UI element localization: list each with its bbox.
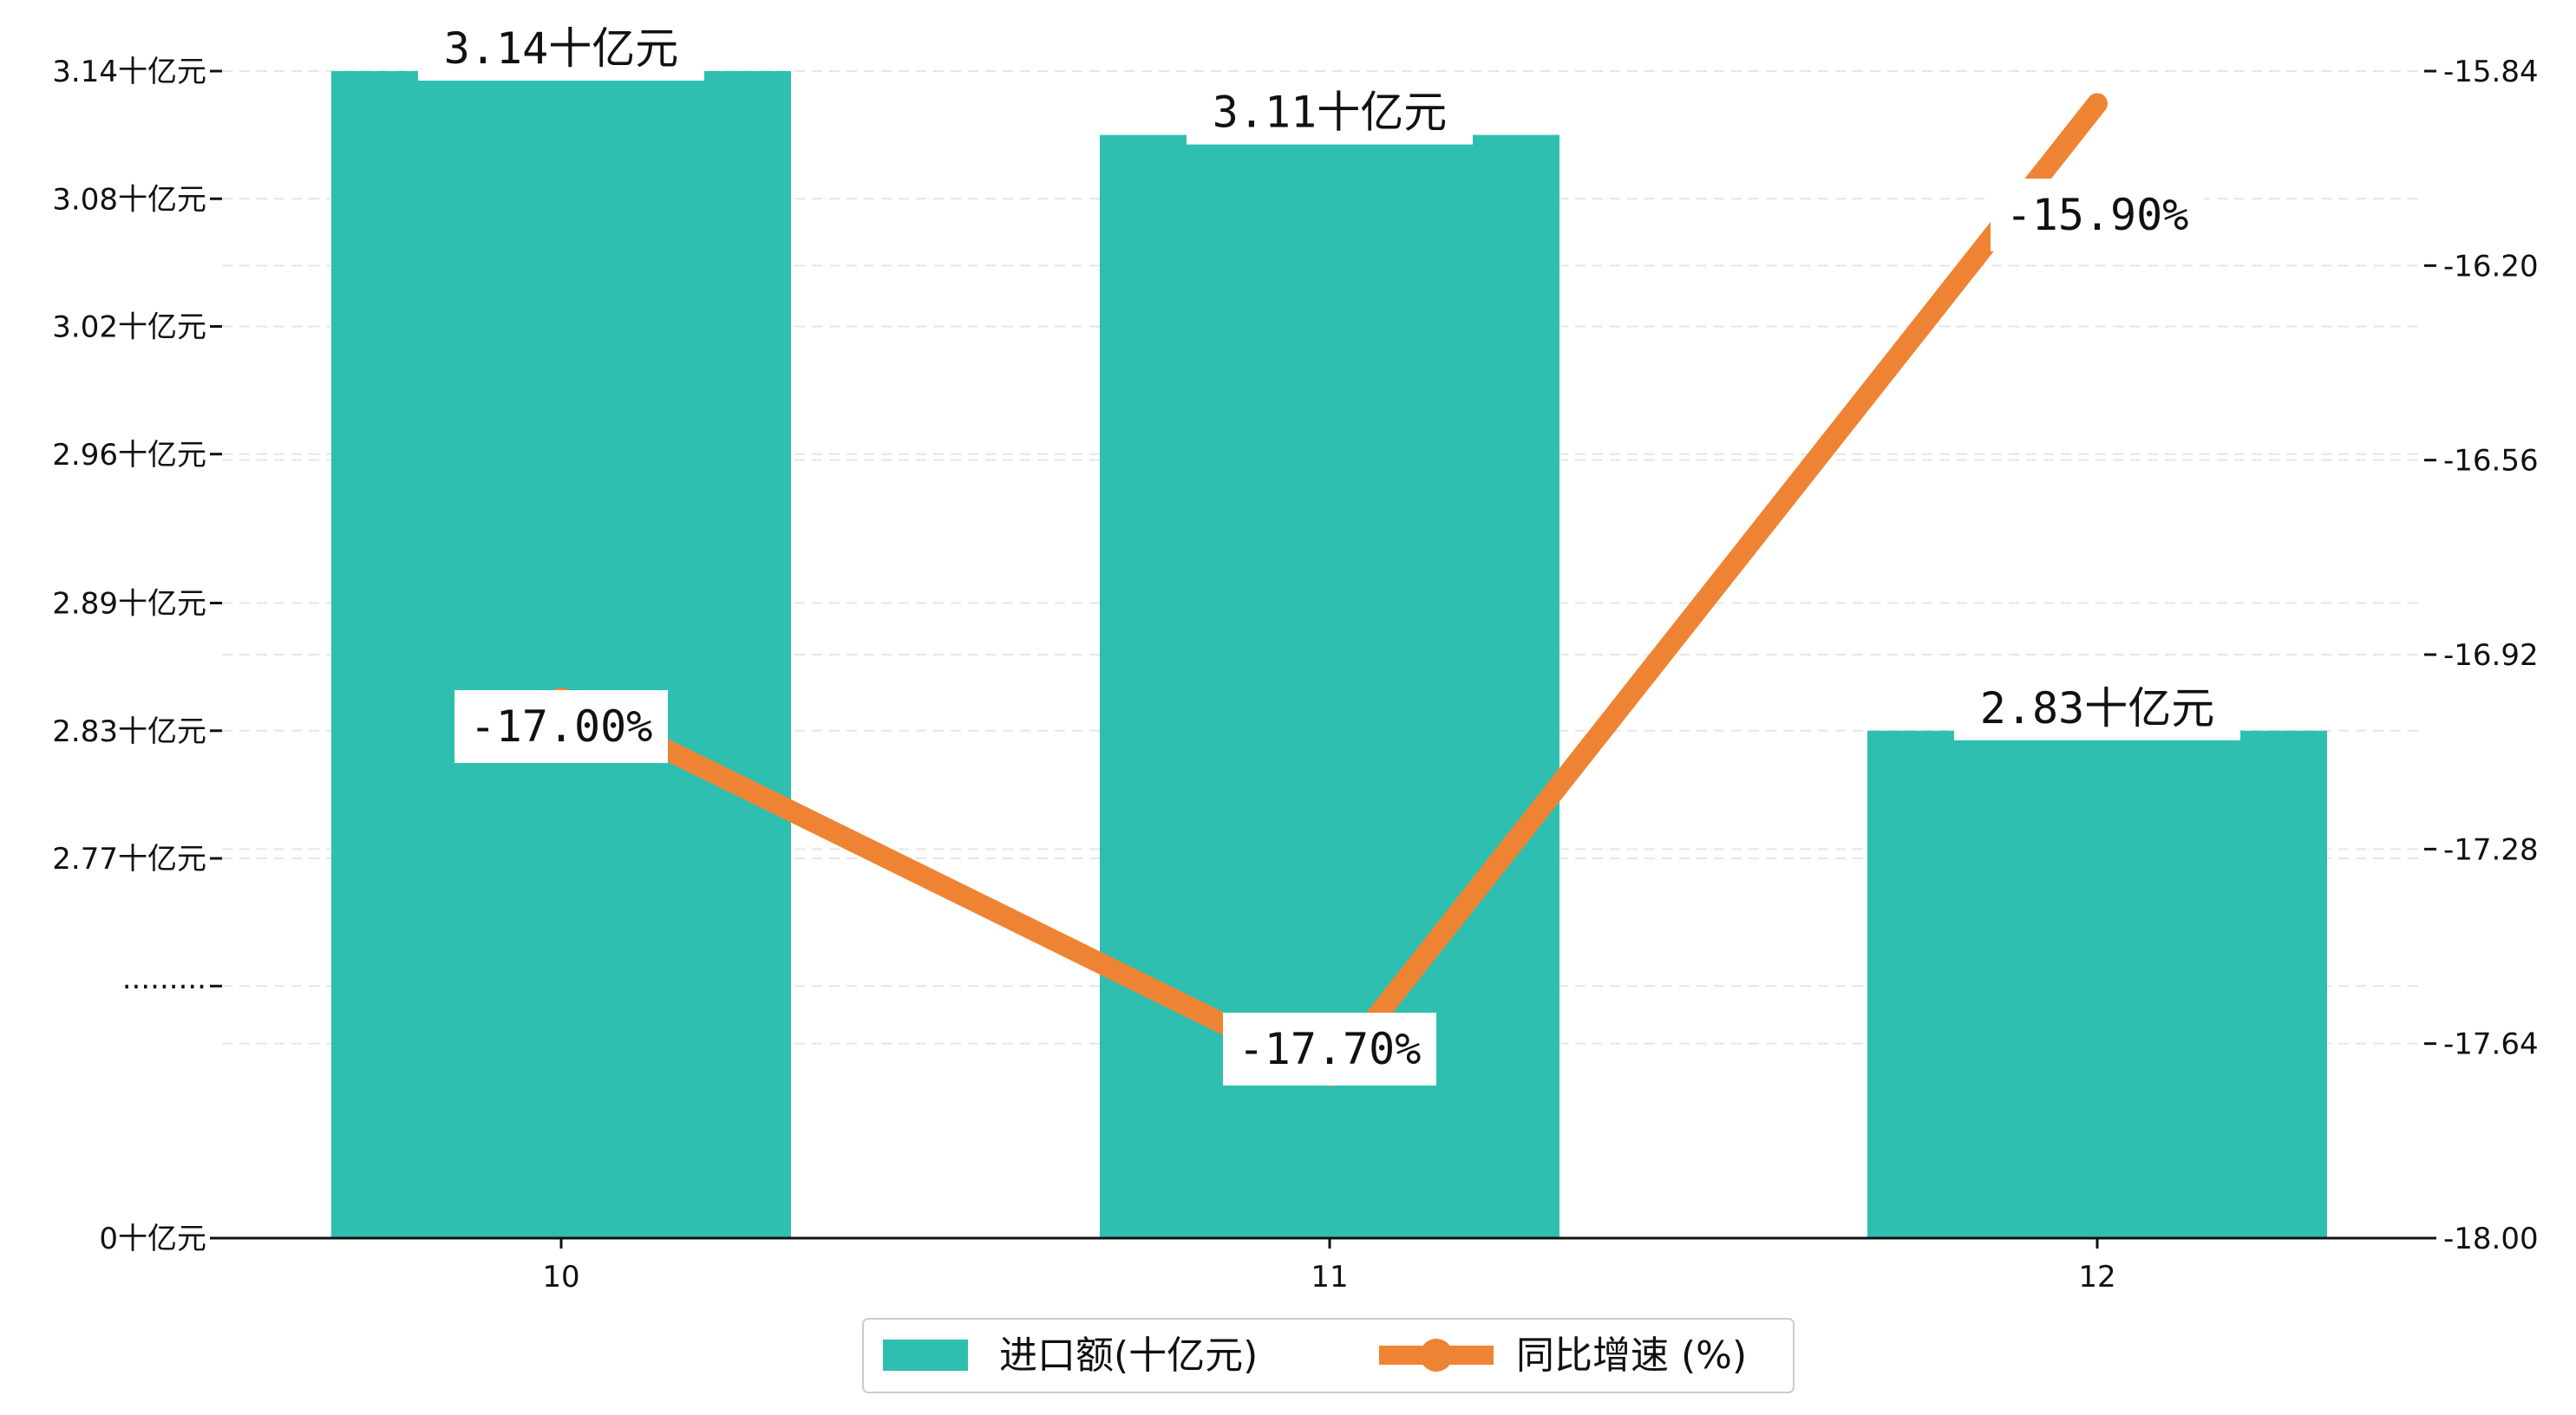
line-value-label-box	[1223, 1013, 1436, 1086]
right-axis-tick-label: -16.20	[2443, 249, 2539, 284]
bar-value-label: 2.83十亿元	[1980, 683, 2214, 734]
bar-value-label-box	[1954, 675, 2240, 740]
bar-series	[331, 71, 2327, 1238]
right-axis-tick-label: -16.56	[2443, 444, 2539, 479]
legend-line-marker	[1420, 1339, 1453, 1372]
line-value-label: -17.00%	[470, 701, 653, 752]
line-value-label-box	[1991, 179, 2204, 251]
line-point	[2087, 93, 2108, 114]
x-axis-tick-label: 10	[542, 1260, 579, 1294]
x-axis-tick-label: 12	[2078, 1260, 2115, 1294]
bar-value-label-box	[1187, 80, 1473, 145]
legend-line-label: 同比增速 (%)	[1516, 1333, 1747, 1378]
line-value-label-box	[454, 690, 668, 763]
bar-value-label: 3.14十亿元	[444, 23, 678, 74]
bar	[1867, 730, 2327, 1238]
bar-value-label-box	[418, 16, 704, 81]
left-axis-tick-label: 3.02十亿元	[52, 310, 206, 345]
left-axis-tick-label: 3.14十亿元	[52, 55, 206, 89]
bar-value-label: 3.11十亿元	[1213, 88, 1447, 138]
left-axis-tick-label: 2.77十亿元	[52, 842, 206, 877]
left-axis-tick-label: 2.83十亿元	[52, 714, 206, 749]
line-value-label: -15.90%	[2006, 190, 2189, 240]
legend-box	[862, 1318, 1795, 1393]
x-axis-tick-label: 11	[1311, 1260, 1348, 1294]
right-axis-tick-label: -17.64	[2443, 1027, 2539, 1062]
legend: 进口额(十亿元) 同比增速 (%)	[862, 1318, 1795, 1393]
bar	[331, 71, 791, 1238]
right-axis-tick-label: -18.00	[2443, 1222, 2539, 1256]
left-axis-tick-label: ·········	[122, 969, 206, 1004]
legend-bar-label: 进口额(十亿元)	[999, 1333, 1258, 1378]
left-axis-tick-label: 2.89十亿元	[52, 587, 206, 622]
legend-bar-swatch	[883, 1340, 968, 1371]
left-axis-tick-label: 2.96十亿元	[52, 438, 206, 473]
left-axis-tick-label: 0十亿元	[99, 1222, 206, 1256]
left-axis-tick-label: 3.08十亿元	[52, 182, 206, 217]
right-axis-tick-label: -16.92	[2443, 638, 2539, 673]
right-axis-tick-label: -17.28	[2443, 832, 2539, 867]
axes: 3.14十亿元 3.08十亿元 3.02十亿元 2.96十亿元 2.89十亿元 2.83十…	[52, 55, 2538, 1294]
line-value-label: -17.70%	[1239, 1024, 1422, 1074]
data-labels: 3.14十亿元 3.11十亿元 2.83十亿元 -17.00% -17.70% -15.9…	[418, 16, 2240, 1086]
right-axis-tick-label: -15.84	[2443, 55, 2539, 89]
